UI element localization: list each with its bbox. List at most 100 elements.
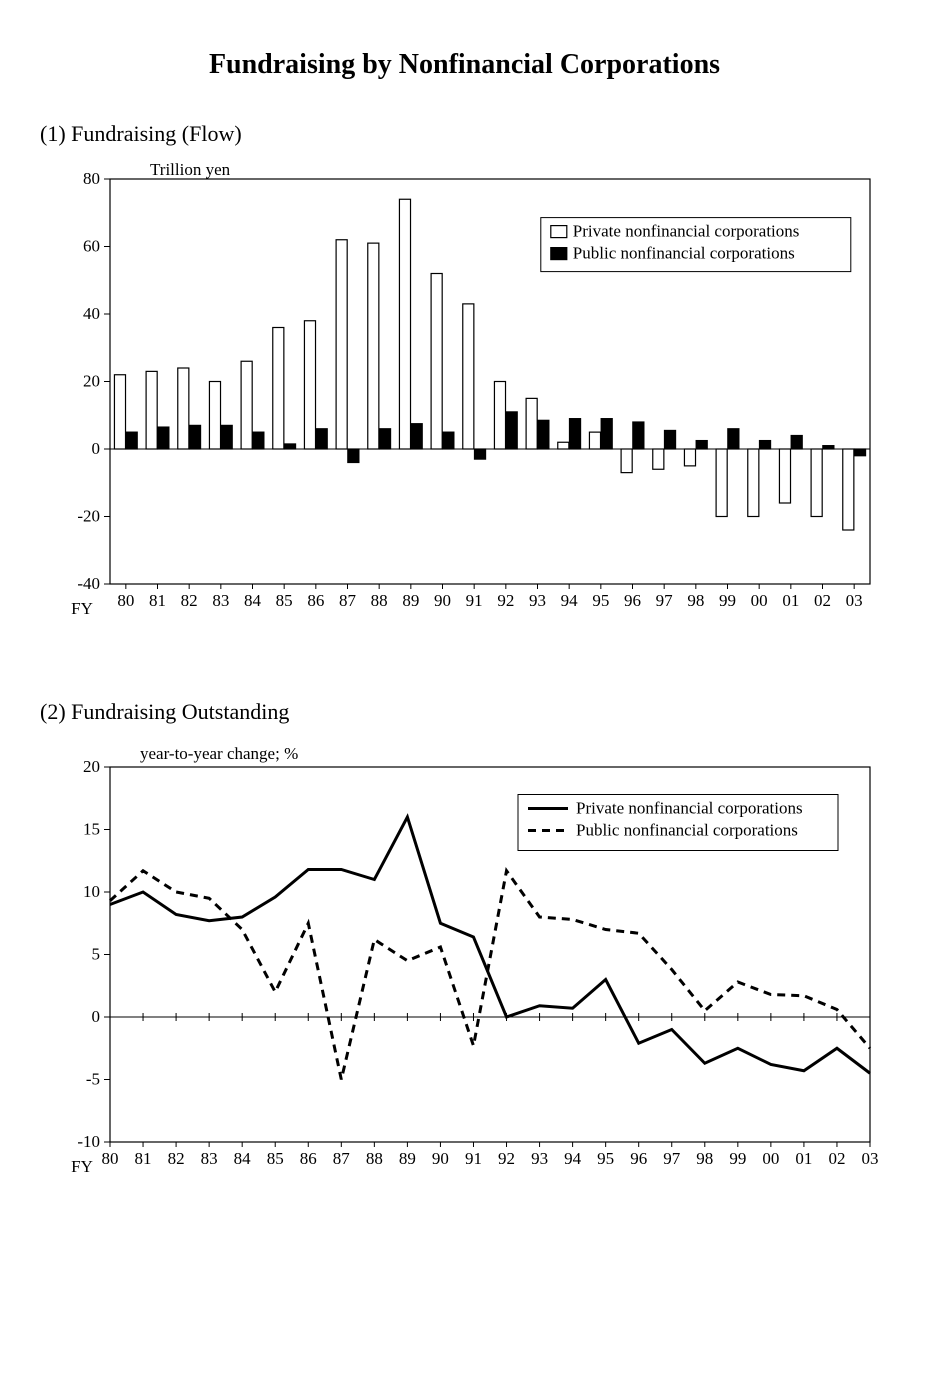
svg-text:84: 84 (244, 591, 262, 610)
svg-text:80: 80 (83, 169, 100, 188)
svg-text:80: 80 (117, 591, 134, 610)
svg-text:97: 97 (656, 591, 674, 610)
svg-text:88: 88 (366, 1149, 383, 1168)
bar (601, 418, 612, 448)
svg-text:98: 98 (696, 1149, 713, 1168)
svg-text:93: 93 (529, 591, 546, 610)
bar (684, 449, 695, 466)
bar (411, 423, 422, 448)
svg-text:96: 96 (630, 1149, 647, 1168)
bar (189, 425, 200, 449)
svg-text:00: 00 (751, 591, 768, 610)
svg-text:83: 83 (201, 1149, 218, 1168)
svg-text:87: 87 (333, 1149, 351, 1168)
bar (336, 240, 347, 449)
bar (221, 425, 232, 449)
bar (494, 381, 505, 449)
svg-text:02: 02 (814, 591, 831, 610)
bar (779, 449, 790, 503)
bar (526, 398, 537, 449)
bar (443, 432, 454, 449)
bar (664, 430, 675, 449)
bar (316, 429, 327, 449)
bar (241, 361, 252, 449)
bar (589, 432, 600, 449)
svg-text:01: 01 (795, 1149, 812, 1168)
bar (178, 368, 189, 449)
svg-text:10: 10 (83, 882, 100, 901)
svg-text:03: 03 (846, 591, 863, 610)
chart1-subtitle: (1) Fundraising (Flow) (40, 121, 889, 147)
legend-label: Private nonfinancial corporations (573, 221, 800, 240)
bar (146, 371, 157, 449)
svg-text:03: 03 (862, 1149, 879, 1168)
bar (696, 440, 707, 448)
svg-text:5: 5 (92, 944, 101, 963)
svg-text:85: 85 (267, 1149, 284, 1168)
svg-text:91: 91 (466, 591, 483, 610)
bar (158, 427, 169, 449)
svg-text:90: 90 (434, 591, 451, 610)
svg-text:0: 0 (92, 1007, 101, 1026)
bar (253, 432, 264, 449)
bar (823, 445, 834, 448)
svg-text:95: 95 (597, 1149, 614, 1168)
bar (538, 420, 549, 449)
bar (854, 449, 865, 456)
svg-text:98: 98 (687, 591, 704, 610)
svg-text:86: 86 (307, 591, 324, 610)
svg-text:89: 89 (402, 591, 419, 610)
svg-text:84: 84 (234, 1149, 252, 1168)
svg-text:40: 40 (83, 304, 100, 323)
svg-text:90: 90 (432, 1149, 449, 1168)
page-title: Fundraising by Nonfinancial Corporations (40, 49, 889, 81)
svg-text:93: 93 (531, 1149, 548, 1168)
bar (759, 440, 770, 448)
svg-text:00: 00 (762, 1149, 779, 1168)
svg-text:FY: FY (71, 599, 93, 618)
bar (399, 199, 410, 449)
svg-text:99: 99 (719, 591, 736, 610)
bar (569, 418, 580, 448)
svg-text:-5: -5 (86, 1069, 100, 1088)
legend-label: Public nonfinancial corporations (573, 243, 795, 262)
svg-text:-10: -10 (77, 1132, 100, 1151)
svg-text:82: 82 (168, 1149, 185, 1168)
svg-text:81: 81 (149, 591, 166, 610)
svg-text:96: 96 (624, 591, 641, 610)
svg-text:89: 89 (399, 1149, 416, 1168)
svg-text:15: 15 (83, 819, 100, 838)
bar (558, 442, 569, 449)
svg-text:88: 88 (371, 591, 388, 610)
chart2-subtitle: (2) Fundraising Outstanding (40, 699, 889, 725)
bar (379, 429, 390, 449)
bar (843, 449, 854, 530)
svg-text:FY: FY (71, 1157, 93, 1176)
bar (368, 243, 379, 449)
svg-text:80: 80 (102, 1149, 119, 1168)
bar (474, 449, 485, 459)
svg-text:85: 85 (276, 591, 293, 610)
svg-text:83: 83 (212, 591, 229, 610)
legend-label: Public nonfinancial corporations (576, 820, 798, 839)
svg-text:94: 94 (561, 591, 579, 610)
svg-text:92: 92 (497, 591, 514, 610)
svg-text:82: 82 (181, 591, 198, 610)
svg-text:-20: -20 (77, 506, 100, 525)
svg-text:86: 86 (300, 1149, 317, 1168)
svg-text:95: 95 (592, 591, 609, 610)
bar (304, 321, 315, 449)
bar (126, 432, 137, 449)
bar (114, 375, 125, 449)
bar (431, 273, 442, 449)
bar (209, 381, 220, 449)
svg-text:87: 87 (339, 591, 357, 610)
bar (728, 429, 739, 449)
chart1-container: (1) Fundraising (Flow) -40-20020406080Tr… (40, 121, 889, 639)
svg-text:91: 91 (465, 1149, 482, 1168)
bar (284, 444, 295, 449)
svg-text:02: 02 (828, 1149, 845, 1168)
bar (811, 449, 822, 517)
svg-text:20: 20 (83, 371, 100, 390)
svg-text:94: 94 (564, 1149, 582, 1168)
